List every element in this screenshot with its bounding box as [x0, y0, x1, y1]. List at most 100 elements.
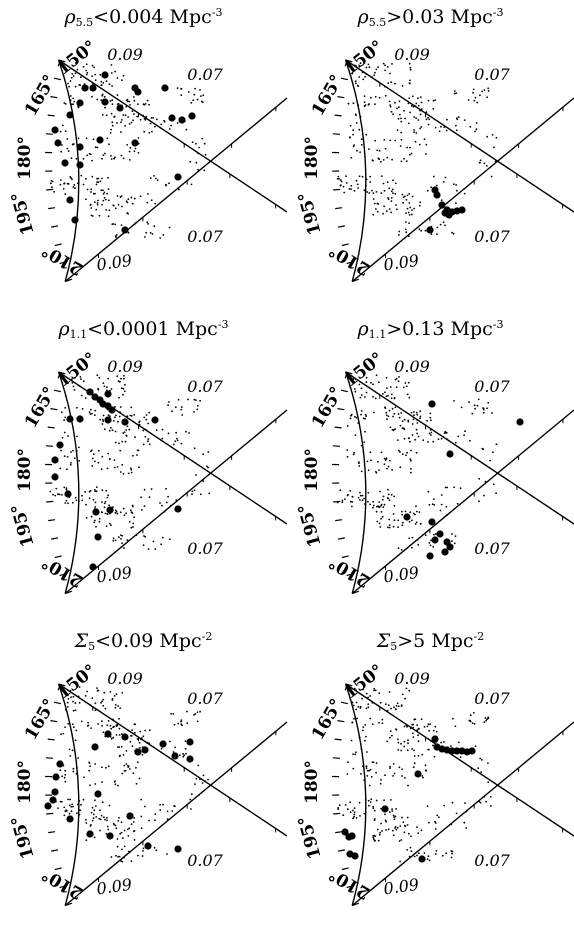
- galaxy-point: [372, 506, 374, 509]
- galaxy-point: [408, 97, 411, 100]
- arc-tick: [47, 114, 55, 117]
- galaxy-point: [413, 718, 416, 721]
- galaxy-point: [339, 489, 342, 492]
- galaxy-point: [67, 435, 69, 437]
- selected-galaxy-point: [101, 71, 109, 79]
- redshift-label: 0.07: [187, 689, 223, 708]
- galaxy-point: [114, 406, 116, 408]
- galaxy-point: [123, 514, 126, 517]
- arc-tick: [45, 757, 53, 759]
- galaxy-point: [389, 765, 391, 768]
- galaxy-point: [370, 775, 373, 778]
- galaxy-point: [394, 139, 397, 142]
- galaxy-point: [122, 472, 125, 475]
- galaxy-point: [359, 115, 362, 118]
- galaxy-point: [407, 211, 410, 214]
- galaxy-point: [198, 794, 201, 796]
- galaxy-point: [123, 829, 126, 832]
- galaxy-point: [123, 377, 125, 380]
- galaxy-point: [94, 799, 96, 802]
- galaxy-point: [71, 73, 74, 75]
- galaxy-point: [130, 468, 133, 471]
- galaxy-point: [176, 437, 178, 440]
- galaxy-point: [94, 201, 96, 204]
- selected-galaxy-point: [186, 738, 194, 746]
- galaxy-point: [71, 143, 74, 146]
- galaxy-point: [108, 143, 110, 146]
- galaxy-point: [409, 458, 412, 460]
- galaxy-point: [110, 856, 113, 858]
- galaxy-point: [106, 496, 109, 499]
- title-symbol: ρ: [357, 318, 369, 340]
- ra-label: 180°: [302, 448, 322, 492]
- galaxy-point: [114, 223, 117, 226]
- galaxy-point: [367, 491, 370, 494]
- galaxy-point: [103, 691, 106, 694]
- galaxy-point: [454, 441, 457, 444]
- galaxy-point: [405, 160, 408, 163]
- galaxy-point: [365, 66, 368, 69]
- galaxy-point: [407, 381, 410, 384]
- galaxy-point: [355, 689, 357, 692]
- galaxy-point: [428, 432, 431, 435]
- galaxy-point: [427, 441, 429, 443]
- galaxy-point: [452, 232, 455, 235]
- galaxy-point: [130, 196, 133, 199]
- galaxy-point: [102, 420, 104, 423]
- galaxy-point: [206, 465, 208, 468]
- galaxy-point: [73, 389, 76, 391]
- galaxy-point: [101, 700, 103, 703]
- galaxy-point: [367, 703, 370, 705]
- galaxy-point: [135, 534, 138, 536]
- galaxy-point: [419, 523, 422, 525]
- galaxy-point: [185, 430, 187, 433]
- galaxy-point: [386, 65, 389, 68]
- wedge-panel-2: ρ5.5>0.03 Mpc-3 150° 165° 180° 195° 210° 0.09 0…: [287, 0, 574, 312]
- galaxy-point: [90, 727, 92, 729]
- galaxy-point: [365, 692, 368, 695]
- wedge-panel-3: ρ1.1<0.0001 Mpc-3 150° 165° 180° 195° 210° 0.0…: [0, 312, 288, 624]
- galaxy-point: [387, 394, 389, 397]
- redshift-label: 0.09: [382, 563, 420, 587]
- galaxy-point: [110, 524, 112, 527]
- galaxy-point: [160, 543, 163, 546]
- galaxy-point: [117, 705, 119, 707]
- galaxy-point: [92, 499, 95, 501]
- ra-label: 180°: [15, 136, 35, 180]
- galaxy-point: [152, 540, 155, 543]
- galaxy-point: [430, 419, 432, 422]
- galaxy-point: [94, 783, 97, 785]
- galaxy-point: [88, 152, 91, 155]
- galaxy-point: [106, 192, 108, 195]
- galaxy-point: [417, 543, 420, 546]
- galaxy-point: [400, 704, 403, 706]
- galaxy-point: [110, 737, 113, 740]
- galaxy-point: [351, 72, 354, 75]
- selected-galaxy-point: [178, 116, 186, 124]
- galaxy-point: [367, 799, 370, 802]
- arc-tick: [50, 96, 58, 99]
- galaxy-point: [173, 805, 176, 807]
- galaxy-point: [391, 734, 393, 737]
- galaxy-point: [418, 511, 421, 513]
- galaxy-point: [133, 197, 136, 200]
- galaxy-point: [76, 68, 79, 71]
- galaxy-point: [76, 406, 78, 409]
- galaxy-point: [203, 169, 206, 172]
- galaxy-point: [56, 493, 59, 496]
- selected-galaxy-point: [104, 416, 112, 424]
- galaxy-point: [72, 695, 75, 698]
- galaxy-point: [353, 815, 355, 818]
- galaxy-point: [114, 207, 117, 210]
- galaxy-point: [128, 150, 131, 153]
- galaxy-point: [346, 449, 349, 451]
- galaxy-point: [127, 850, 130, 853]
- galaxy-point: [413, 129, 415, 131]
- galaxy-point: [153, 225, 156, 228]
- galaxy-point: [117, 203, 120, 206]
- galaxy-point: [487, 762, 489, 764]
- galaxy-point: [395, 808, 397, 810]
- galaxy-point: [196, 98, 199, 101]
- galaxy-point: [115, 827, 118, 830]
- galaxy-point: [346, 808, 349, 811]
